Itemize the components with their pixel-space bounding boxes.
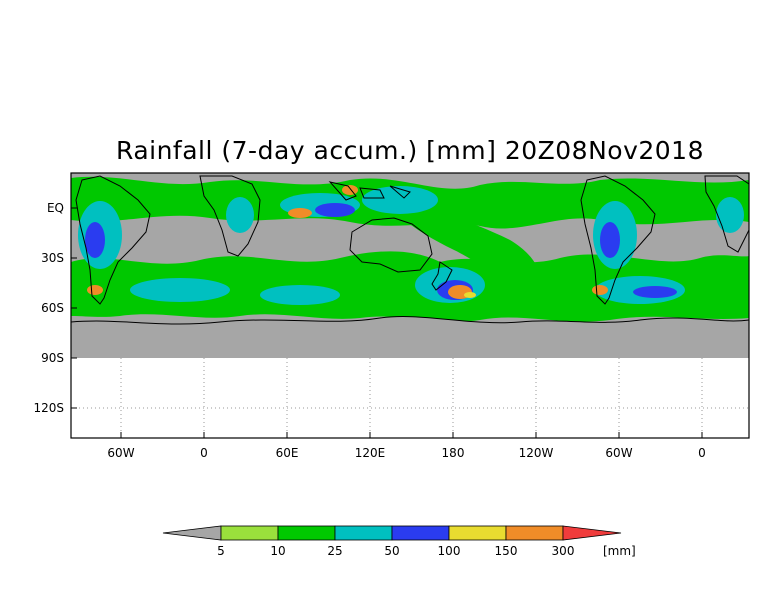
colorbar-label-5: 5 [217, 544, 225, 558]
colorbar-segment-5 [448, 525, 507, 541]
axis-ticks [71, 207, 703, 438]
south-america-coast [75, 175, 151, 305]
colorbar-segment-1 [220, 525, 279, 541]
lon-label-120e: 120E [355, 446, 386, 460]
new-zealand-coast [431, 261, 453, 291]
lat-label-eq: EQ [47, 201, 64, 215]
lat-label-60s: 60S [41, 301, 64, 315]
antarctica-coast [71, 315, 749, 325]
tasman-peak [464, 292, 476, 298]
africa-rain-patch-east [716, 197, 744, 233]
south-chile-max-east [592, 285, 608, 295]
southern-indian-rain [260, 285, 340, 305]
lat-label-30s: 30S [41, 251, 64, 265]
lat-label-90s: 90S [41, 351, 64, 365]
lon-label-0-east: 0 [698, 446, 706, 460]
colorbar-label-300: 300 [552, 544, 575, 558]
data-field [71, 173, 749, 358]
lon-label-0: 0 [200, 446, 208, 460]
antarctica [71, 316, 749, 358]
colorbar-label-150: 150 [495, 544, 518, 558]
colorbar-label-100: 100 [438, 544, 461, 558]
colorbar-unit: [mm] [603, 544, 636, 558]
colorbar-label-25: 25 [327, 544, 342, 558]
colorbar-segment-2 [277, 525, 336, 541]
south-pacific-convergence-zone [398, 200, 541, 300]
colorbar-segment-6 [505, 525, 564, 541]
bay-of-bengal-max [342, 185, 358, 195]
africa-rain-patch [226, 197, 254, 233]
latitude-labels: EQ 30S 60S 90S 120S [33, 201, 64, 415]
indian-ocean-max [288, 208, 312, 218]
heavy-rain-patches [78, 185, 744, 305]
amazon-core [85, 222, 105, 258]
lon-label-60w: 60W [107, 446, 134, 460]
southern-storm-track [71, 251, 749, 322]
africa-coast [199, 175, 261, 257]
africa-coast-east [704, 175, 749, 253]
south-atlantic-rain-west [130, 278, 230, 302]
map-frame [70, 172, 750, 439]
coastlines [71, 175, 749, 325]
maritime-continent-coast [328, 181, 411, 201]
lon-label-180: 180 [442, 446, 465, 460]
lat-label-120s: 120S [33, 401, 64, 415]
colorbar-segment-4 [391, 525, 450, 541]
lon-label-60w-east: 60W [605, 446, 632, 460]
map-title: Rainfall (7-day accum.) [mm] 20Z08Nov201… [116, 136, 704, 165]
south-atlantic-core [633, 286, 677, 298]
indian-ocean-core [315, 203, 355, 217]
australia-coast [349, 217, 433, 273]
colorbar-label-50: 50 [384, 544, 399, 558]
lon-label-120w: 120W [519, 446, 554, 460]
colorbar-arrow-low [162, 525, 222, 541]
longitude-labels: 60W 0 60E 120E 180 120W 60W 0 [107, 446, 705, 460]
colorbar-label-10: 10 [270, 544, 285, 558]
colorbar-segment-3 [334, 525, 393, 541]
south-chile-max [87, 285, 103, 295]
maritime-continent-rain [362, 186, 438, 214]
lon-label-60e: 60E [276, 446, 299, 460]
colorbar-arrow-high [562, 525, 622, 541]
map-grid [71, 358, 749, 438]
colorbar: 5 10 25 50 100 150 300 [mm] [162, 525, 636, 558]
amazon-core-east [600, 222, 620, 258]
south-america-coast-east [580, 175, 656, 305]
